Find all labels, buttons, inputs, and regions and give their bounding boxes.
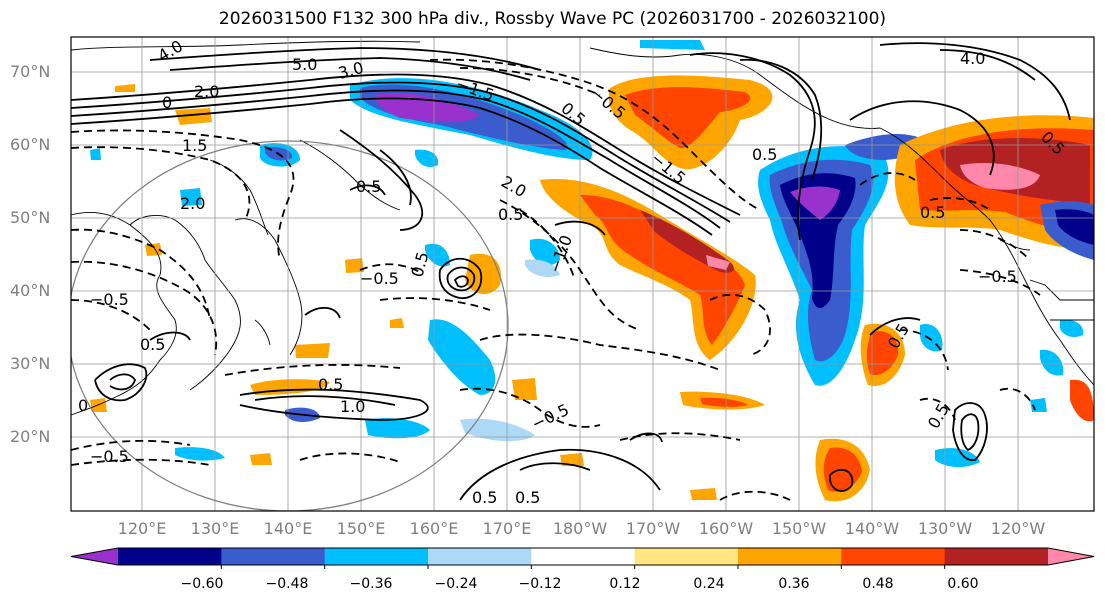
lon-label-160w: 160°W [698, 519, 754, 538]
lon-label-140e: 140°E [263, 519, 313, 538]
contour-label: 0.5 [498, 205, 523, 224]
lon-label-150e: 150°E [336, 519, 386, 538]
lat-label-60n: 60°N [10, 135, 51, 154]
map-frame [70, 36, 1095, 512]
contour-label: 0.5 [472, 488, 497, 507]
colorbar-swatch [944, 548, 1049, 565]
lon-label-180w: 180°W [552, 519, 608, 538]
contour-label: 0 [78, 396, 88, 415]
contour-label: 4.0 [960, 49, 985, 68]
map-title: 2026031500 F132 300 hPa div., Rossby Wav… [218, 9, 887, 29]
map-panel: 4.0 5.0 2.0 3.0 0 1.5 0.5 −1.5 −0.5 2.0 … [71, 37, 1094, 511]
contour-label: 2.0 [194, 82, 219, 101]
lon-label-120e: 120°E [117, 519, 167, 538]
colorbar-tick-label: −0.48 [265, 576, 309, 592]
colorbar-swatch [738, 548, 842, 565]
lon-label-150w: 150°W [771, 519, 827, 538]
lat-label-40n: 40°N [10, 281, 51, 300]
colorbar-tick-label: −0.60 [180, 576, 224, 592]
lon-label-130w: 130°W [917, 519, 973, 538]
colorbar-swatch [324, 548, 429, 565]
lon-label-160e: 160°E [409, 519, 459, 538]
colorbar-tick-label: −0.24 [434, 576, 478, 592]
colorbar-tick-label: −0.36 [349, 576, 393, 592]
colorbar-swatch [428, 548, 532, 565]
influence-circle [71, 140, 509, 511]
contour-label: 2.0 [180, 194, 205, 213]
coastlines [71, 40, 1094, 416]
colorbar-outline [70, 547, 1095, 566]
graticule [71, 37, 1094, 511]
lat-label-70n: 70°N [10, 62, 51, 81]
contour-label: −0.5 [360, 269, 399, 288]
contour-label: −0.5 [90, 447, 129, 466]
contour-label: −0.5 [90, 290, 129, 309]
colorbar-extend-min [71, 548, 118, 565]
contour-label: 5.0 [292, 55, 317, 74]
lon-label-170w: 170°W [625, 519, 681, 538]
contour-label: 0.5 [752, 145, 777, 164]
lat-label-50n: 50°N [10, 208, 51, 227]
lat-label-20n: 20°N [10, 427, 51, 446]
colorbar-swatch [531, 548, 636, 565]
lon-label-120w: 120°W [990, 519, 1046, 538]
contour-label: 0.5 [318, 375, 343, 394]
colorbar-swatch [221, 548, 326, 565]
colorbar-tick-label: 0.48 [862, 576, 894, 592]
contour-label: −0.5 [978, 267, 1017, 286]
colorbar-tick-label: 0.12 [609, 576, 641, 592]
contour-label: 0.5 [515, 488, 540, 507]
lon-label-140w: 140°W [844, 519, 900, 538]
contour-label: 1.0 [340, 397, 365, 416]
contour-label: 1.5 [182, 136, 207, 155]
lon-label-130e: 130°E [190, 519, 240, 538]
colorbar-swatch [118, 548, 222, 565]
lat-label-30n: 30°N [10, 354, 51, 373]
colorbar-swatch [634, 548, 739, 565]
colorbar-swatch [841, 548, 946, 565]
contour-label: 0.5 [140, 335, 165, 354]
contour-label: 0 [162, 93, 172, 112]
colorbar-tick-label: 0.24 [693, 576, 725, 592]
colorbar-tick-label: −0.12 [518, 576, 562, 592]
contour-label: 0.5 [920, 203, 945, 222]
colorbar-tick-label: 0.36 [778, 576, 810, 592]
lon-label-170e: 170°E [482, 519, 532, 538]
colorbar-extend-max [1048, 548, 1094, 565]
contours-negative [71, 58, 1041, 501]
contour-label: 0.5 [356, 177, 381, 196]
colorbar [70, 547, 1095, 569]
colorbar-tick-label: 0.60 [947, 576, 979, 592]
